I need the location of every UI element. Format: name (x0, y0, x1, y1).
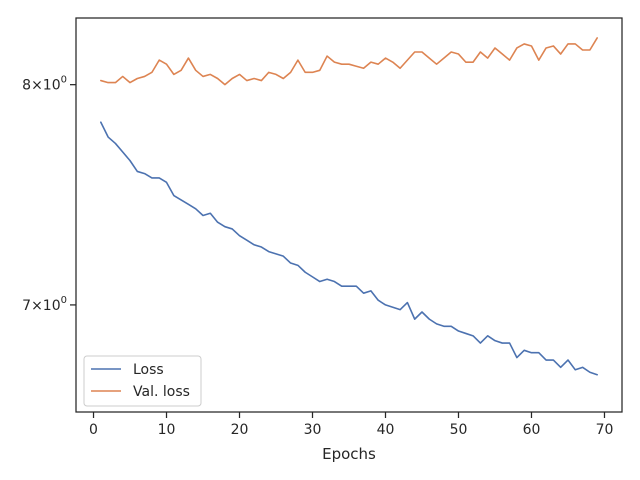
x-axis-label: Epochs (322, 445, 376, 463)
plot-lines (100, 37, 598, 376)
y-tick-label: 8×100 (22, 75, 67, 94)
x-tick-label: 70 (596, 422, 614, 438)
legend: Loss Val. loss (83, 355, 202, 407)
y-tick-label: 7×100 (22, 295, 67, 314)
x-tick-label: 60 (523, 422, 541, 438)
x-tick-label: 50 (450, 422, 468, 438)
x-tick-label: 0 (89, 422, 98, 438)
x-tick-label: 30 (304, 422, 322, 438)
x-tick-label: 40 (377, 422, 395, 438)
y-axis: 7×100 8×100 (22, 75, 76, 314)
axes-frame (75, 17, 623, 413)
x-tick-label: 10 (158, 422, 176, 438)
series-line-val-loss (100, 37, 598, 86)
x-axis: 0 10 20 30 40 50 60 70 (89, 412, 613, 438)
series-line-loss (100, 121, 598, 376)
legend-label-loss: Loss (133, 362, 164, 378)
x-tick-label: 20 (231, 422, 249, 438)
legend-label-val-loss: Val. loss (133, 384, 190, 400)
